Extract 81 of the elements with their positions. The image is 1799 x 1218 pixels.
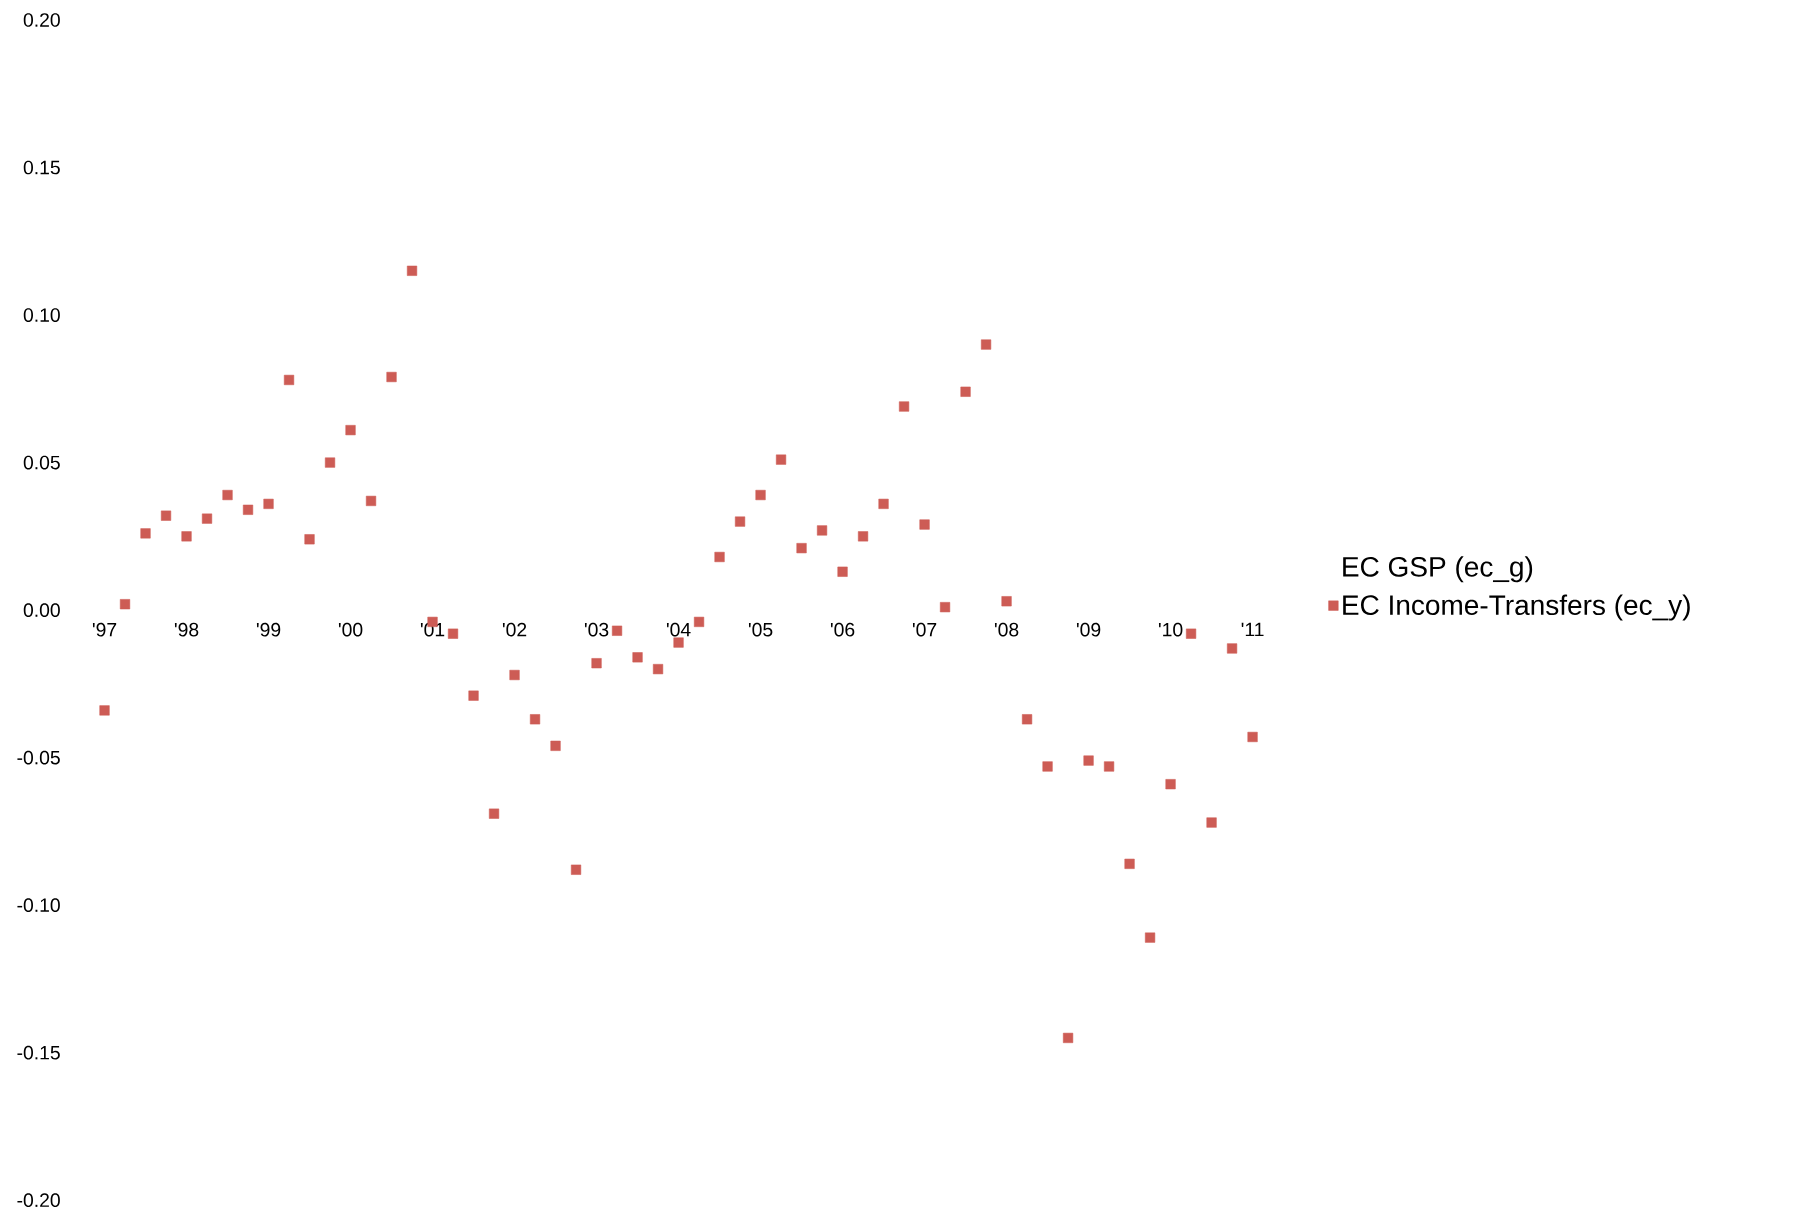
x-tick-label: '09 [1076,623,1101,637]
point [837,566,848,578]
point [1186,628,1197,639]
y-tick-label: 0.15 [23,160,60,175]
point [488,808,500,819]
point [898,401,910,412]
x-tick-label: '06 [830,623,855,637]
point [693,617,705,628]
point [570,864,582,876]
point [960,386,971,398]
point [509,670,520,681]
point [1145,932,1156,943]
y-tick-label: 0.05 [23,455,60,470]
point [119,599,131,610]
x-tick-label: '03 [584,623,609,637]
point [529,714,541,725]
y-tick-label: 0.00 [23,603,60,618]
point [673,637,684,648]
point [201,513,213,524]
point [591,658,602,669]
x-tick-label: '99 [256,623,281,637]
point [796,543,807,554]
y-tick-label: -0.10 [17,898,60,913]
point [878,499,889,510]
x-tick-label: '10 [1158,623,1183,637]
point [160,510,172,521]
point [980,339,992,350]
point [611,625,623,637]
y-tick-label: 0.20 [23,13,60,28]
point [1124,858,1135,870]
y-tick-label: -0.20 [17,1193,60,1208]
point [1247,732,1258,743]
point [755,490,766,501]
point [1103,761,1115,772]
point [1206,817,1217,828]
legend-label: EC Income-Transfers (ec_y) [1343,594,1690,621]
x-tick-label: '98 [174,623,199,637]
point [775,454,787,465]
point [386,372,397,383]
point [1083,755,1094,766]
point [304,534,315,545]
point [939,602,951,613]
point [181,531,192,542]
point [1001,596,1012,607]
point [324,457,336,468]
point [406,265,418,277]
point [816,525,828,536]
point [447,628,459,639]
point [652,664,664,675]
x-tick-label: '11 [1241,623,1264,637]
point [1165,779,1176,790]
point [1021,714,1033,725]
x-tick-label: '08 [994,623,1019,637]
point [632,652,643,663]
point [468,690,479,701]
x-tick-label: '04 [666,623,691,637]
point [263,499,274,510]
x-tick-label: '97 [92,623,117,637]
point [242,504,254,516]
point [283,375,295,386]
point [365,496,377,507]
point [550,740,561,752]
x-tick-label: '02 [502,623,527,637]
y-tick-label: -0.15 [17,1046,60,1060]
point [734,516,746,527]
y-tick-label: -0.05 [17,750,60,765]
point [345,425,356,436]
x-tick-label: '00 [338,623,363,637]
point [857,531,869,542]
point [140,528,151,539]
point [1063,1033,1074,1044]
x-tick-label: '05 [748,623,773,637]
point [1042,761,1053,772]
point [99,705,110,716]
point [222,490,233,501]
y-tick-label: 0.10 [23,308,60,323]
point [919,519,930,530]
text: EC GSP (ec_g) [1343,556,1533,583]
point [1227,643,1238,654]
point [714,552,725,563]
x-tick-label: '07 [912,623,937,637]
